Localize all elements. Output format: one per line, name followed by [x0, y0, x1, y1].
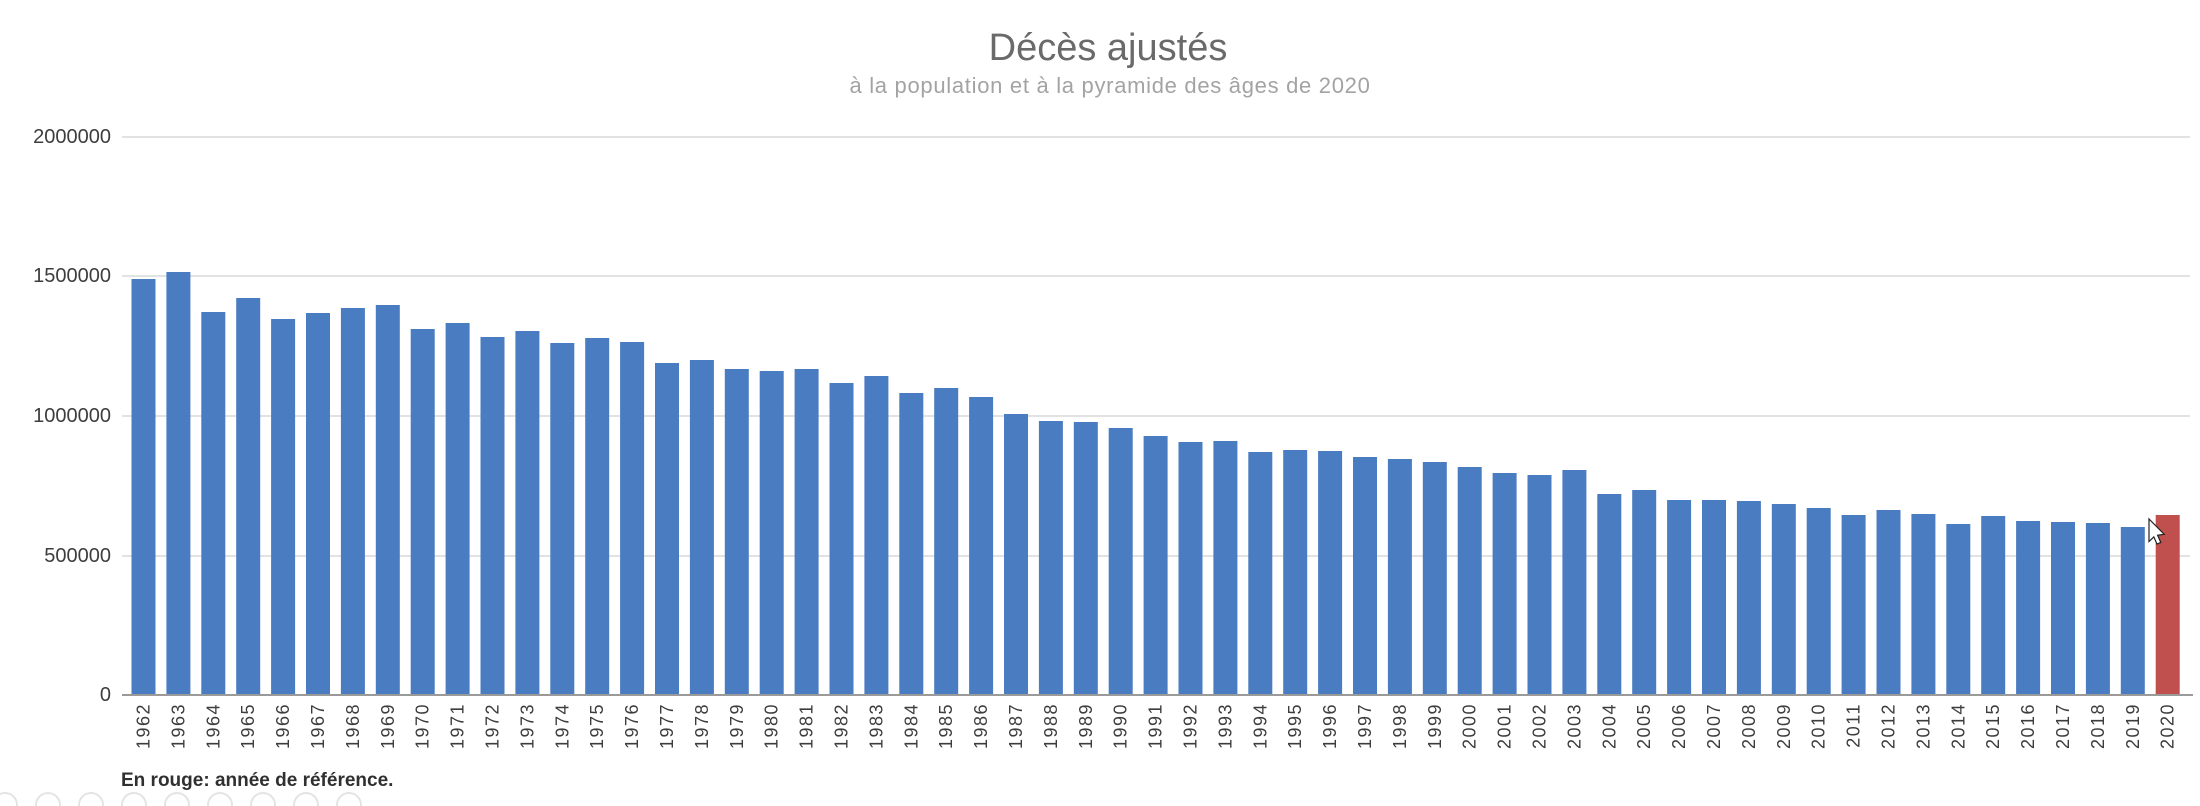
svg-text:2005: 2005	[1634, 703, 1654, 749]
svg-text:2007: 2007	[1704, 703, 1724, 749]
svg-text:2006: 2006	[1669, 703, 1689, 749]
svg-text:2014: 2014	[1948, 703, 1968, 749]
svg-text:1990: 1990	[1111, 703, 1131, 749]
svg-text:2016: 2016	[2018, 703, 2038, 749]
svg-text:2003: 2003	[1564, 703, 1584, 749]
svg-text:0: 0	[100, 684, 111, 706]
svg-text:2011: 2011	[1844, 703, 1864, 748]
svg-text:1964: 1964	[203, 703, 223, 749]
svg-text:2017: 2017	[2053, 703, 2073, 749]
svg-text:1982: 1982	[832, 703, 852, 749]
svg-text:1991: 1991	[1146, 703, 1166, 749]
svg-text:1981: 1981	[797, 703, 817, 749]
svg-text:1987: 1987	[1006, 703, 1026, 749]
svg-text:2009: 2009	[1774, 703, 1794, 749]
svg-text:1973: 1973	[517, 703, 537, 749]
svg-text:1972: 1972	[483, 703, 503, 749]
svg-text:1500000: 1500000	[33, 265, 111, 287]
svg-text:1962: 1962	[134, 703, 154, 749]
svg-text:1974: 1974	[552, 703, 572, 749]
svg-text:1976: 1976	[622, 703, 642, 749]
svg-text:2002: 2002	[1530, 703, 1550, 749]
svg-text:1975: 1975	[587, 703, 607, 749]
svg-text:1999: 1999	[1425, 703, 1445, 749]
svg-text:à la population et à la pyrami: à la population et à la pyramide des âge…	[849, 73, 1370, 98]
svg-text:2004: 2004	[1599, 703, 1619, 749]
svg-text:2010: 2010	[1809, 703, 1829, 749]
svg-text:1998: 1998	[1390, 703, 1410, 749]
svg-text:1993: 1993	[1215, 703, 1235, 749]
svg-text:1992: 1992	[1181, 703, 1201, 749]
svg-text:1994: 1994	[1250, 703, 1270, 749]
svg-text:1984: 1984	[901, 703, 921, 749]
svg-text:1970: 1970	[413, 703, 433, 749]
svg-text:1995: 1995	[1285, 703, 1305, 749]
svg-text:2000: 2000	[1460, 703, 1480, 749]
svg-text:500000: 500000	[44, 545, 111, 567]
svg-text:1963: 1963	[168, 703, 188, 749]
svg-text:2019: 2019	[2123, 703, 2143, 749]
svg-text:En rouge: année de référence.: En rouge: année de référence.	[121, 770, 393, 791]
svg-text:2020: 2020	[2158, 703, 2178, 749]
svg-text:1988: 1988	[1041, 703, 1061, 749]
svg-text:1996: 1996	[1320, 703, 1340, 749]
svg-text:1966: 1966	[273, 703, 293, 749]
svg-text:2001: 2001	[1495, 703, 1515, 749]
svg-text:1979: 1979	[727, 703, 747, 749]
svg-text:2008: 2008	[1739, 703, 1759, 749]
svg-text:1978: 1978	[692, 703, 712, 749]
svg-text:1985: 1985	[936, 703, 956, 749]
svg-text:1989: 1989	[1076, 703, 1096, 749]
svg-text:1986: 1986	[971, 703, 991, 749]
svg-text:1980: 1980	[762, 703, 782, 749]
svg-text:1000000: 1000000	[33, 405, 111, 427]
svg-text:1965: 1965	[238, 703, 258, 749]
svg-text:2012: 2012	[1879, 703, 1899, 749]
svg-text:2000000: 2000000	[33, 126, 111, 148]
svg-text:1997: 1997	[1355, 703, 1375, 749]
svg-text:2018: 2018	[2088, 703, 2108, 749]
svg-text:1969: 1969	[378, 703, 398, 749]
svg-text:2013: 2013	[1913, 703, 1933, 749]
svg-text:1967: 1967	[308, 703, 328, 749]
svg-text:1968: 1968	[343, 703, 363, 749]
svg-text:1977: 1977	[657, 703, 677, 749]
svg-text:1971: 1971	[448, 703, 468, 749]
svg-text:Décès ajustés: Décès ajustés	[989, 27, 1228, 69]
svg-text:1983: 1983	[866, 703, 886, 749]
svg-text:2015: 2015	[1983, 703, 2003, 749]
